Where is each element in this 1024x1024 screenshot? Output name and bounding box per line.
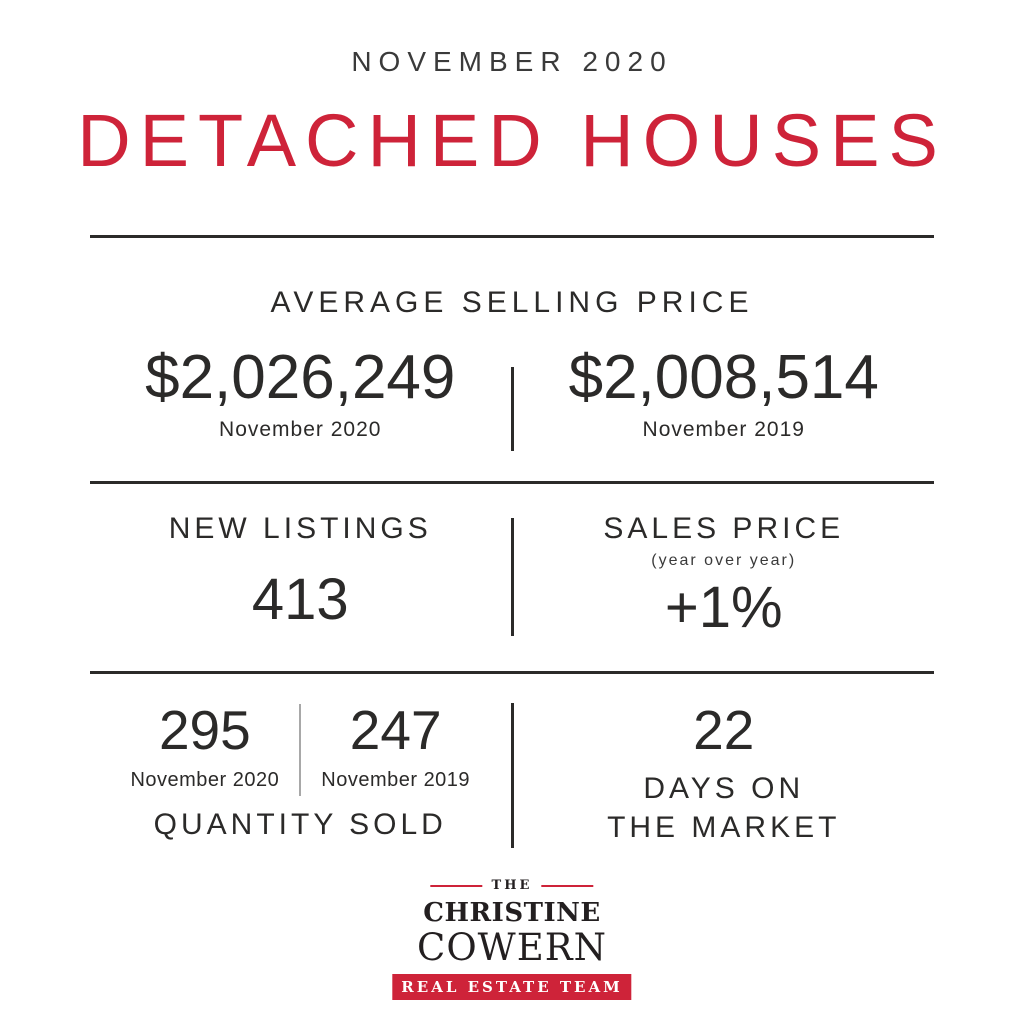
quantity-sold-block: 295 November 2020 247 November 2019 QUAN… [90, 700, 511, 842]
price-current-period: November 2020 [219, 418, 382, 442]
logo-name-last: COWERN [417, 926, 607, 969]
logo-rule-left [430, 884, 483, 887]
new-listings-value: 413 [251, 567, 349, 632]
sales-price-value: +1% [664, 575, 783, 640]
divider-horizontal-bottom [90, 671, 934, 674]
sales-price-sublabel: (year over year) [651, 552, 797, 569]
price-current-value: $2,026,249 [145, 343, 456, 412]
page-title: DETACHED HOUSES [77, 99, 947, 182]
sales-price-block: SALES PRICE (year over year) +1% [514, 512, 935, 640]
price-current-block: $2,026,249 November 2020 [90, 345, 511, 442]
bottom-stats-row: 295 November 2020 247 November 2019 QUAN… [90, 700, 934, 848]
new-listings-block: NEW LISTINGS 413 [90, 512, 511, 632]
quantity-previous-value: 247 [349, 699, 442, 761]
quantity-current-value: 295 [158, 699, 251, 761]
divider-vertical-price [510, 367, 514, 451]
quantity-current-period: November 2020 [130, 768, 280, 791]
sales-price-label: SALES PRICE [603, 512, 845, 545]
logo-rule-right [541, 884, 594, 887]
quantity-current-block: 295 November 2020 [130, 700, 279, 792]
average-selling-price-row: $2,026,249 November 2020 $2,008,514 Nove… [90, 345, 934, 451]
price-previous-value: $2,008,514 [568, 343, 879, 412]
days-on-market-label-line2: THE MARKET [607, 810, 841, 844]
days-on-market-block: 22 DAYS ON THE MARKET [514, 700, 935, 847]
logo-banner: REAL ESTATE TEAM [392, 974, 632, 1000]
logo-the-row: THE [392, 878, 631, 893]
report-period: NOVEMBER 2020 [351, 46, 673, 77]
new-listings-label: NEW LISTINGS [168, 512, 432, 545]
price-previous-block: $2,008,514 November 2019 [514, 345, 935, 442]
brand-logo: THE CHRISTINE COWERN REAL ESTATE TEAM [392, 878, 632, 1000]
divider-vertical-bottom [510, 703, 514, 848]
middle-stats-row: NEW LISTINGS 413 SALES PRICE (year over … [90, 512, 934, 640]
logo-name-first: CHRISTINE [423, 898, 601, 928]
days-on-market-label: DAYS ON THE MARKET [514, 769, 935, 847]
quantity-sold-label: QUANTITY SOLD [153, 808, 447, 841]
divider-vertical-quantity [299, 704, 302, 796]
divider-horizontal-top [90, 235, 934, 238]
price-previous-period: November 2019 [642, 418, 805, 442]
quantity-sold-pair: 295 November 2020 247 November 2019 [90, 700, 511, 796]
quantity-previous-block: 247 November 2019 [321, 700, 470, 792]
days-on-market-value: 22 [693, 699, 755, 761]
quantity-previous-period: November 2019 [321, 768, 471, 791]
logo-the-label: THE [491, 878, 533, 893]
days-on-market-label-line1: DAYS ON [643, 771, 805, 805]
divider-horizontal-middle [90, 481, 934, 484]
divider-vertical-middle [510, 518, 514, 636]
average-selling-price-label: AVERAGE SELLING PRICE [270, 286, 754, 319]
